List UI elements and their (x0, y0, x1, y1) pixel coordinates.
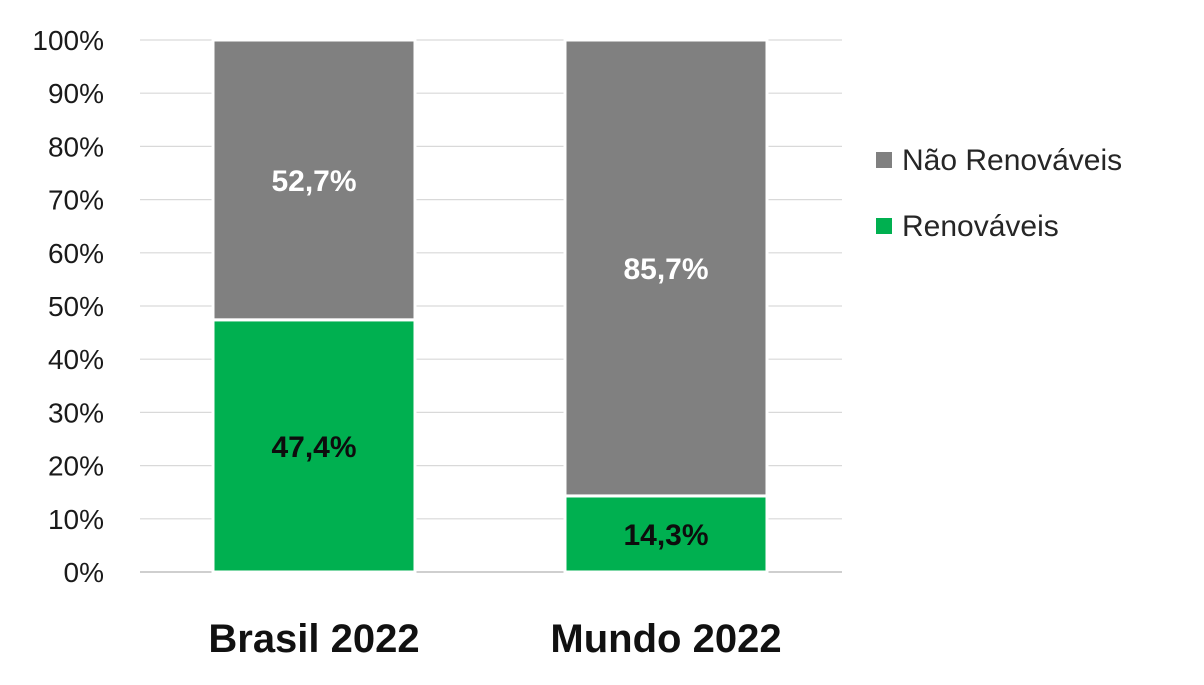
bar-nao-renovaveis (211, 38, 417, 322)
data-label: 47,4% (271, 431, 356, 464)
bars (211, 38, 769, 574)
data-labels: 47,4% 52,7% 14,3% 85,7% (271, 165, 708, 552)
bar-renovaveis (211, 318, 417, 574)
legend-item: Renováveis (876, 210, 1059, 243)
y-tick-label: 10% (48, 504, 104, 535)
data-label: 14,3% (623, 519, 708, 552)
data-label: 85,7% (623, 253, 708, 286)
y-tick-label: 40% (48, 344, 104, 375)
legend-label: Não Renováveis (902, 144, 1122, 177)
y-tick-label: 60% (48, 238, 104, 269)
category-label: Brasil 2022 (208, 617, 419, 661)
x-axis-categories: Brasil 2022 Mundo 2022 (208, 617, 781, 661)
y-tick-label: 0% (64, 557, 104, 588)
bar-nao-renovaveis (563, 38, 769, 498)
y-tick-label: 50% (48, 291, 104, 322)
y-tick-label: 90% (48, 78, 104, 109)
data-label: 52,7% (271, 165, 356, 198)
legend-item: Não Renováveis (876, 144, 1122, 177)
bar-renovaveis (563, 494, 769, 574)
legend-label: Renováveis (902, 210, 1059, 243)
legend-swatch (876, 218, 892, 234)
y-tick-label: 100% (32, 25, 104, 56)
y-tick-label: 30% (48, 397, 104, 428)
y-tick-label: 80% (48, 131, 104, 162)
legend: Não Renováveis Renováveis (876, 144, 1122, 243)
y-tick-label: 70% (48, 185, 104, 216)
category-label: Mundo 2022 (550, 617, 781, 661)
y-tick-label: 20% (48, 451, 104, 482)
y-axis-ticks: 0% 10% 20% 30% 40% 50% 60% 70% 80% 90% 100% (32, 25, 104, 588)
legend-swatch (876, 152, 892, 168)
